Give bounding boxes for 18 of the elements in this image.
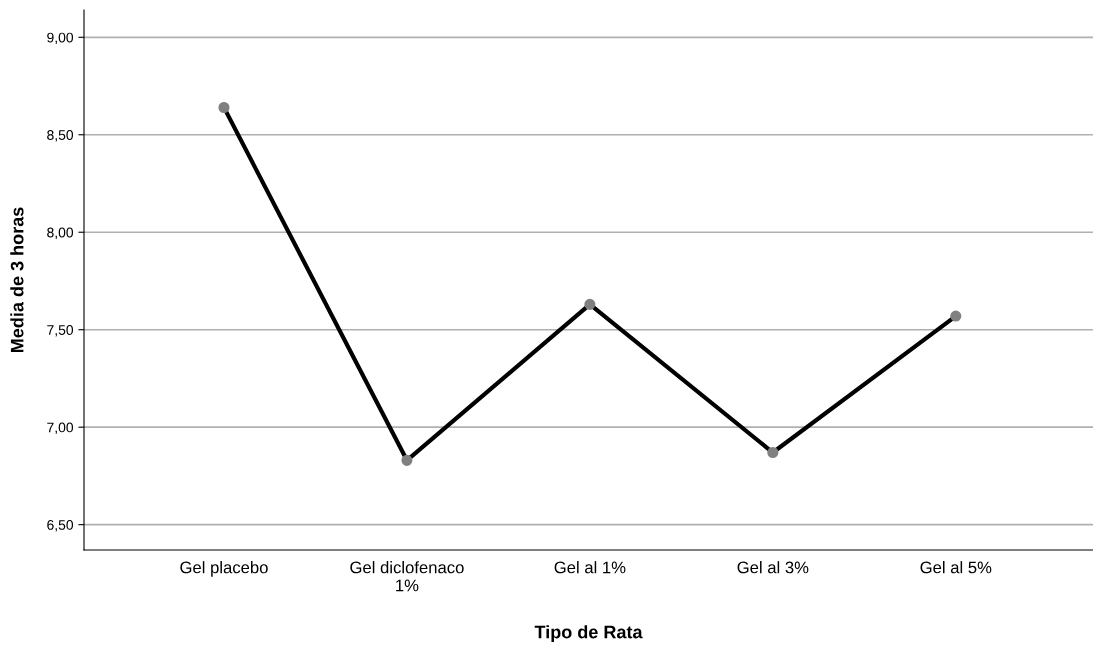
y-axis-title: Media de 3 horas	[10, 207, 24, 353]
y-tick-label: 7,00	[47, 422, 74, 434]
point	[218, 101, 230, 114]
point	[584, 298, 596, 310]
x-tick-label: Gel al 5%	[920, 561, 992, 574]
y-tick-label: 8,50	[47, 130, 74, 142]
y-tick-label: 7,50	[47, 325, 74, 337]
point	[767, 446, 779, 459]
x-axis-title: Tipo de Rata	[534, 625, 643, 642]
x-tick-label: Gel al 1%	[554, 561, 626, 574]
y-tick-label: 6,50	[47, 519, 74, 532]
x-tick-label: Gel placebo	[180, 561, 268, 577]
point	[950, 310, 962, 322]
y-tick-label: 8,00	[47, 227, 74, 240]
x-tick-label: Gel al 3%	[737, 561, 809, 574]
y-tick-label: 9,00	[47, 32, 74, 45]
point	[401, 454, 413, 466]
x-tick-label: Gel diclofenaco 1%	[350, 561, 464, 592]
